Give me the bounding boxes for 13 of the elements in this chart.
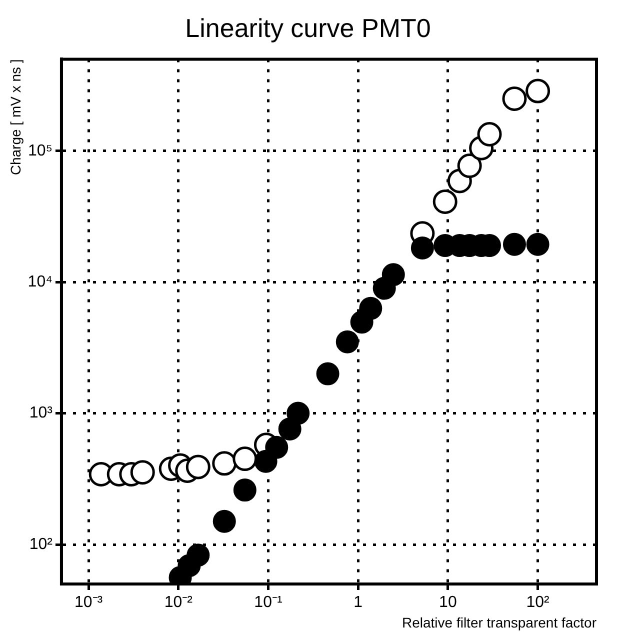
x-tick-label: 10⁻³ bbox=[74, 594, 104, 612]
y-tick-label: 10² bbox=[29, 536, 54, 553]
y-tick-label: 10³ bbox=[29, 404, 54, 422]
y-tick-label: 10⁵ bbox=[28, 142, 52, 160]
x-tick-label: 1 bbox=[354, 594, 363, 612]
chart-title: Linearity curve PMT0 bbox=[185, 12, 431, 43]
x-tick-label: 10⁻² bbox=[164, 594, 194, 612]
y-tick-label: 10⁴ bbox=[28, 274, 53, 291]
x-tick-label: 10⁻¹ bbox=[254, 594, 282, 612]
y-axis-title: Charge [ mV x ns ] bbox=[7, 59, 24, 176]
x-tick-label: 10² bbox=[526, 594, 550, 612]
x-axis-title: Relative filter transparent factor bbox=[402, 614, 597, 630]
x-tick-label: 10 bbox=[439, 594, 457, 612]
